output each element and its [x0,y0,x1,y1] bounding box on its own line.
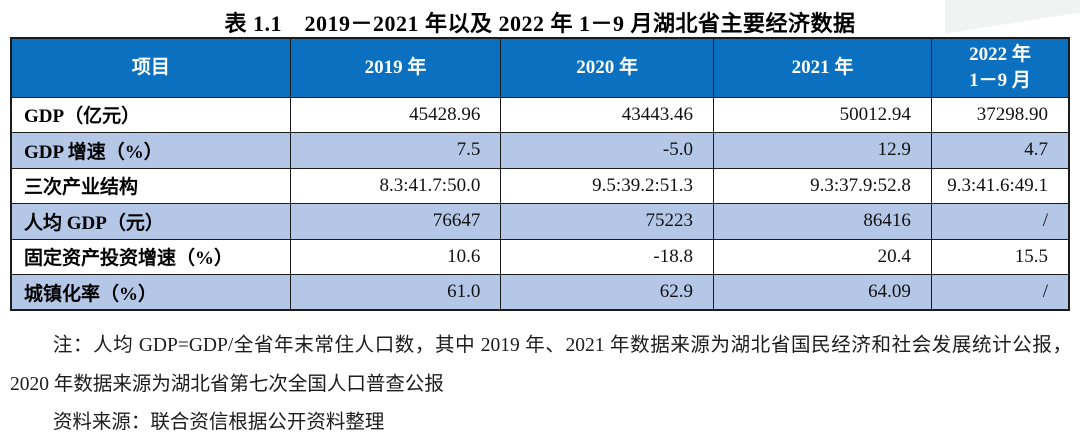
value-cell: / [930,274,1070,311]
value-cell: 50012.94 [712,96,932,133]
value-cell: 61.0 [289,274,502,311]
row-label-cell: 固定资产投资增速（%） [10,238,291,275]
value-cell: 43443.46 [500,96,714,133]
source-text: 资料来源：联合资信根据公开资料整理 [52,412,385,433]
value-cell: 75223 [500,203,714,240]
column-header-2019: 2019 年 [289,37,502,98]
column-header-item: 项目 [10,37,291,98]
table-row-fixed-investment: 固定资产投资增速（%） 10.6 -18.8 20.4 15.5 [10,238,1070,275]
value-cell: 15.5 [930,238,1070,275]
table-row-urbanization-rate: 城镇化率（%） 61.0 62.9 64.09 / [10,274,1070,311]
value-cell: -5.0 [500,132,714,169]
value-cell: 45428.96 [289,96,502,133]
row-label-cell: 人均 GDP（元） [10,203,291,240]
value-cell: 64.09 [712,274,932,311]
value-cell: 86416 [712,203,932,240]
value-cell: 9.5:39.2:51.3 [500,167,714,204]
column-header-2021: 2021 年 [712,37,932,98]
table-row-gdp: GDP（亿元） 45428.96 43443.46 50012.94 37298… [10,96,1070,133]
value-cell: 76647 [289,203,502,240]
value-cell: 20.4 [712,238,932,275]
note-text: 注：人均 GDP=GDP/全省年末常住人口数，其中 2019 年、2021 年数… [10,335,1072,395]
value-cell: 7.5 [289,132,502,169]
row-label-cell: 三次产业结构 [10,167,291,204]
table-row-gdp-per-capita: 人均 GDP（元） 76647 75223 86416 / [10,203,1070,240]
row-label-cell: GDP（亿元） [10,96,291,133]
value-cell: -18.8 [500,238,714,275]
value-cell: 12.9 [712,132,932,169]
value-cell: 37298.90 [930,96,1070,133]
value-cell: 9.3:41.6:49.1 [930,167,1070,204]
column-header-2022: 2022 年 1－9 月 [930,37,1070,98]
value-cell: 10.6 [289,238,502,275]
value-cell: 62.9 [500,274,714,311]
row-label-cell: 城镇化率（%） [10,274,291,311]
value-cell: / [930,203,1070,240]
table-row-industry-structure: 三次产业结构 8.3:41.7:50.0 9.5:39.2:51.3 9.3:3… [10,167,1070,204]
table-row-gdp-growth: GDP 增速（%） 7.5 -5.0 12.9 4.7 [10,132,1070,169]
footnotes: 注：人均 GDP=GDP/全省年末常住人口数，其中 2019 年、2021 年数… [10,327,1072,438]
table-title: 表 1.1 2019－2021 年以及 2022 年 1－9 月湖北省主要经济数… [224,11,856,36]
column-header-2020: 2020 年 [500,37,714,98]
table-header-row: 项目 2019 年 2020 年 2021 年 2022 年 1－9 月 [10,37,1070,98]
value-cell: 9.3:37.9:52.8 [712,167,932,204]
row-label-cell: GDP 增速（%） [10,132,291,169]
value-cell: 8.3:41.7:50.0 [289,167,502,204]
value-cell: 4.7 [930,132,1070,169]
economic-data-table: 项目 2019 年 2020 年 2021 年 2022 年 1－9 月 GDP… [10,37,1070,311]
